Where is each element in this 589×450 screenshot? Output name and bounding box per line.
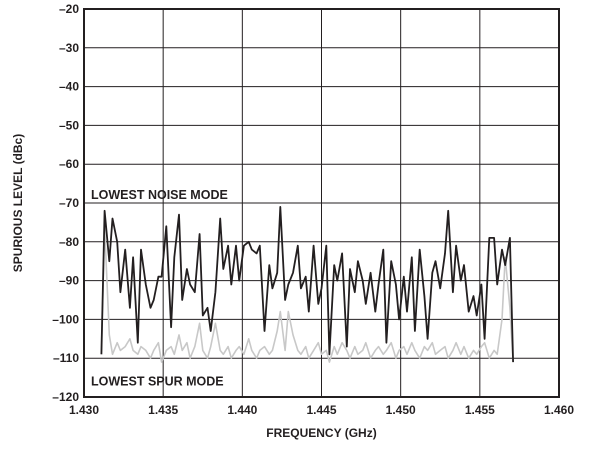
annotations: LOWEST NOISE MODE LOWEST SPUR MODE: [91, 188, 228, 388]
y-tick-label: –90: [59, 274, 79, 288]
x-tick-label: 1.445: [306, 403, 336, 417]
plot-frame: [83, 8, 560, 398]
x-axis-title: FREQUENCY (GHz): [266, 426, 376, 440]
x-tick-label: 1.430: [69, 403, 99, 417]
x-tick-label: 1.455: [465, 403, 495, 417]
x-tick-label: 1.450: [386, 403, 416, 417]
y-tick-labels: –20 –30 –40 –50 –60 –70 –80 –90 –100 –110 –120: [52, 2, 79, 404]
x-tick-label: 1.460: [544, 403, 574, 417]
series-line-lowest-spur: [100, 225, 514, 363]
y-tick-label: –30: [59, 41, 79, 55]
y-tick-label: –110: [53, 351, 79, 365]
x-tick-label: 1.440: [227, 403, 257, 417]
y-tick-label: –120: [52, 390, 79, 404]
x-tick-label: 1.435: [148, 403, 178, 417]
y-tick-label: –20: [59, 2, 79, 16]
y-axis-title: SPURIOUS LEVEL (dBc): [11, 134, 25, 272]
series-layer: [100, 205, 514, 363]
grid-lines: [83, 8, 560, 398]
annotation-lowest-noise-mode: LOWEST NOISE MODE: [91, 188, 228, 202]
y-tick-label: –70: [59, 196, 79, 210]
y-tick-label: –40: [59, 80, 79, 94]
x-tick-labels: 1.430 1.435 1.440 1.445 1.450 1.455 1.460: [69, 403, 574, 417]
y-tick-label: –50: [59, 118, 79, 132]
y-tick-label: –60: [59, 157, 79, 171]
series-line-lowest-noise: [100, 205, 514, 363]
y-tick-label: –80: [59, 235, 79, 249]
annotation-lowest-spur-mode: LOWEST SPUR MODE: [91, 374, 224, 388]
y-tick-label: –100: [52, 312, 79, 326]
